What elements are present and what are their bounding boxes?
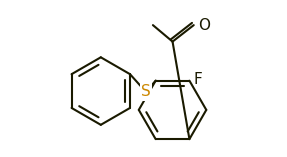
Text: F: F [193,72,202,87]
Text: O: O [198,18,210,33]
Text: S: S [141,84,151,99]
